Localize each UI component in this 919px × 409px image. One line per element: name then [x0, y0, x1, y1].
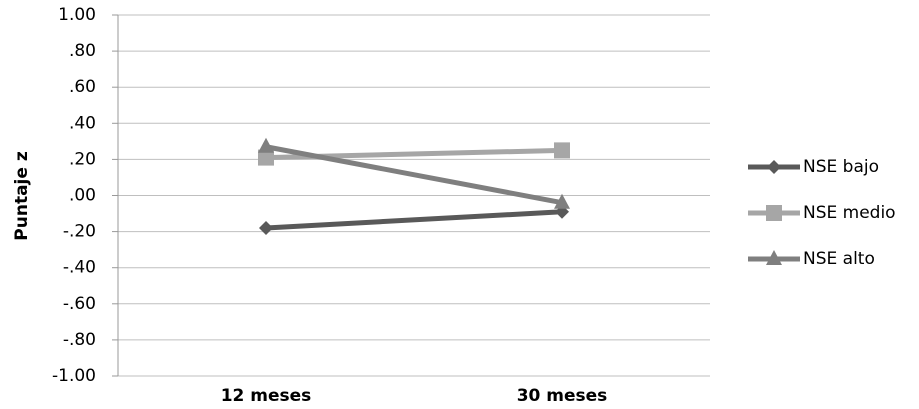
legend-label: NSE medio: [803, 203, 896, 223]
legend-marker: [767, 160, 781, 174]
y-axis-label: Puntaje z: [12, 151, 32, 241]
series-line: [265, 209, 563, 231]
y-tick-label: .00: [69, 186, 96, 206]
data-point: [259, 220, 273, 235]
y-tick-label: -.60: [63, 294, 96, 314]
data-point: [258, 149, 274, 166]
data-point: [554, 193, 570, 209]
y-tick-label: -.40: [63, 258, 96, 278]
y-tick-label: -.20: [63, 222, 96, 242]
series-line: [265, 144, 563, 206]
legend-marker: [766, 205, 782, 221]
y-tick-label: .20: [69, 149, 96, 169]
legend-label: NSE alto: [803, 249, 875, 269]
y-tick-label: .80: [69, 41, 96, 61]
y-tick-label: .40: [69, 113, 96, 133]
legend-label: NSE bajo: [803, 157, 879, 177]
y-tick-label: .60: [69, 77, 96, 97]
data-point: [258, 137, 274, 153]
y-tick-label: -.80: [63, 330, 96, 350]
y-tick-label: 1.00: [58, 5, 96, 25]
legend-marker: [766, 250, 782, 265]
y-tick-label: -1.00: [52, 366, 96, 386]
data-point: [554, 142, 570, 159]
x-tick-label: 30 meses: [517, 386, 608, 406]
x-tick-label: 12 meses: [221, 386, 312, 406]
